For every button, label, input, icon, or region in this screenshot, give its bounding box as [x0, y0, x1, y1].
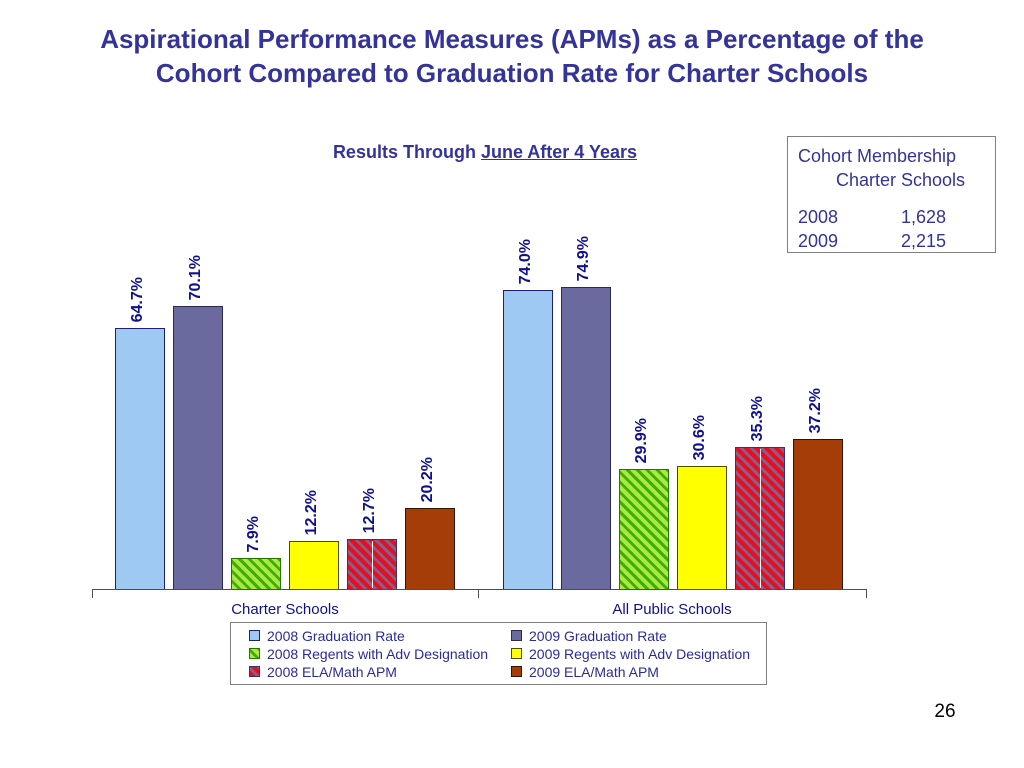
legend-item-2009-regents-with-adv-designation: 2009 Regents with Adv Designation — [511, 646, 766, 662]
legend-label: 2009 ELA/Math APM — [529, 663, 659, 680]
bar-value-label: 74.0% — [517, 238, 534, 284]
legend-swatch-icon — [249, 648, 260, 659]
x-axis-tick — [478, 589, 479, 598]
bar-value-label: 37.2% — [807, 387, 824, 433]
legend-label: 2009 Graduation Rate — [529, 627, 667, 644]
bar-2009-graduation-rate-all-public-schools — [561, 287, 611, 590]
x-axis-tick — [866, 589, 867, 598]
slide-title: Aspirational Performance Measures (APMs)… — [0, 22, 1024, 90]
cohort-rows: 2008 1,628 2009 2,215 — [798, 205, 995, 253]
x-axis-line — [92, 589, 867, 590]
bar-value-label: 70.1% — [187, 254, 204, 300]
bar-2008-ela-math-apm-all-public-schools — [735, 447, 785, 590]
cohort-year: 2008 — [798, 207, 839, 227]
page-number: 26 — [934, 701, 956, 722]
legend-item-2009-graduation-rate: 2009 Graduation Rate — [511, 628, 766, 644]
legend-swatch-icon — [511, 630, 522, 641]
slide-title-line2: Cohort Compared to Graduation Rate for C… — [155, 58, 869, 88]
bar-value-label: 64.7% — [129, 276, 146, 322]
bar-2008-graduation-rate-all-public-schools — [503, 290, 553, 590]
legend-swatch-icon — [249, 666, 260, 677]
legend-item-2008-graduation-rate: 2008 Graduation Rate — [249, 628, 511, 644]
bar-2009-ela-math-apm-charter-schools — [405, 508, 455, 590]
legend-item-2009-ela-math-apm: 2009 ELA/Math APM — [511, 664, 766, 680]
bar-2009-ela-math-apm-all-public-schools — [793, 439, 843, 590]
bar-2009-regents-with-adv-designation-all-public-schools — [677, 466, 727, 590]
cohort-membership-box: Cohort Membership Charter Schools 2008 1,… — [787, 136, 996, 253]
bar-2008-graduation-rate-charter-schools — [115, 328, 165, 590]
bar-2008-regents-with-adv-designation-all-public-schools — [619, 469, 669, 590]
bar-value-label: 12.2% — [303, 489, 320, 535]
cohort-year: 2009 — [798, 231, 839, 251]
legend-swatch-icon — [511, 666, 522, 677]
bar-2009-regents-with-adv-designation-charter-schools — [289, 541, 339, 590]
legend-item-2008-regents-with-adv-designation: 2008 Regents with Adv Designation — [249, 646, 511, 662]
slide-title-line1: Aspirational Performance Measures (APMs)… — [100, 24, 924, 54]
bar-2008-ela-math-apm-charter-schools — [347, 539, 397, 590]
legend-label: 2008 ELA/Math APM — [267, 663, 397, 680]
chart-legend: 2008 Graduation Rate 2009 Graduation Rate… — [230, 622, 767, 685]
category-label-charter-schools: Charter Schools — [231, 601, 339, 618]
bar-seam — [372, 541, 373, 588]
chart-subtitle-prefix: Results Through — [332, 142, 476, 162]
cohort-heading-line2: Charter Schools — [836, 170, 966, 190]
bar-value-label: 35.3% — [749, 395, 766, 441]
bar-2009-graduation-rate-charter-schools — [173, 306, 223, 590]
legend-label: 2009 Regents with Adv Designation — [529, 645, 751, 662]
cohort-row: 2009 2,215 — [798, 229, 995, 253]
bar-value-label: 12.7% — [361, 487, 378, 533]
chart-subtitle: Results Through June After 4 Years — [0, 142, 970, 163]
legend-item-2008-ela-math-apm: 2008 ELA/Math APM — [249, 664, 511, 680]
chart-subtitle-underlined: June After 4 Years — [480, 142, 638, 162]
category-label-all-public-schools: All Public Schools — [612, 601, 732, 618]
legend-label: 2008 Graduation Rate — [267, 627, 405, 644]
cohort-row: 2008 1,628 — [798, 205, 995, 229]
bar-value-label: 7.9% — [245, 515, 262, 552]
cohort-heading-line1: Cohort Membership — [798, 146, 957, 166]
cohort-value: 1,628 — [901, 207, 947, 227]
bar-seam — [760, 449, 761, 588]
bar-value-label: 20.2% — [419, 456, 436, 502]
legend-swatch-icon — [249, 630, 260, 641]
cohort-value: 2,215 — [901, 231, 947, 251]
bar-2008-regents-with-adv-designation-charter-schools — [231, 558, 281, 590]
legend-swatch-icon — [511, 648, 522, 659]
bar-value-label: 30.6% — [691, 414, 708, 460]
legend-label: 2008 Regents with Adv Designation — [267, 645, 489, 662]
x-axis-tick — [92, 589, 93, 598]
bar-value-label: 74.9% — [575, 235, 592, 281]
bar-chart-plot-area: 64.7% 74.0% 70.1% 74.9% 7.9% 29.9% 12.2% 30.6% 1… — [115, 235, 843, 590]
bar-value-label: 29.9% — [633, 417, 650, 463]
